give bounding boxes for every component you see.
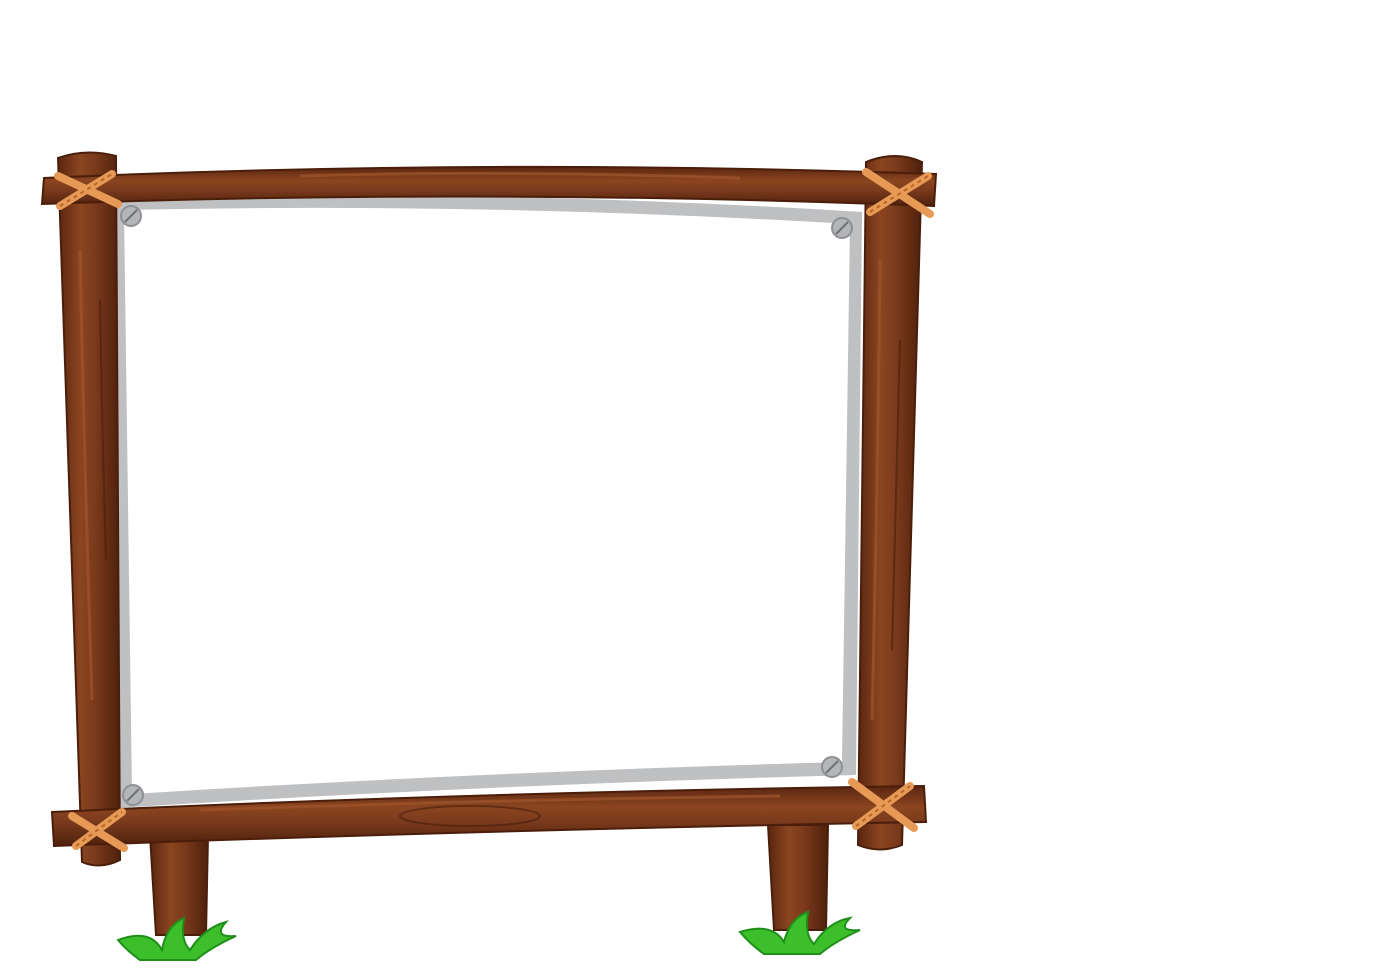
board-panel [110, 195, 862, 808]
board-screws [120, 205, 853, 806]
board-panel-surface [124, 207, 850, 794]
screw-icon [831, 217, 853, 239]
grass-icon [116, 916, 237, 961]
rope-lashing-icon [848, 778, 918, 832]
signboard-legs [148, 824, 830, 936]
bottom-frame-log [50, 784, 928, 848]
right-leg [766, 824, 830, 931]
rope-lashing-icon [862, 168, 934, 218]
rope-lashing-icon [54, 170, 122, 210]
frame-logs [40, 151, 938, 867]
grass-icon [738, 910, 861, 955]
screw-icon [120, 205, 142, 227]
rope-lashings [54, 168, 934, 852]
screw-icon [821, 756, 843, 778]
rope-lashing-icon [68, 808, 128, 852]
left-frame-log [56, 151, 122, 867]
grass-tufts [116, 910, 861, 961]
screw-icon [122, 784, 144, 806]
right-frame-log [856, 155, 924, 851]
